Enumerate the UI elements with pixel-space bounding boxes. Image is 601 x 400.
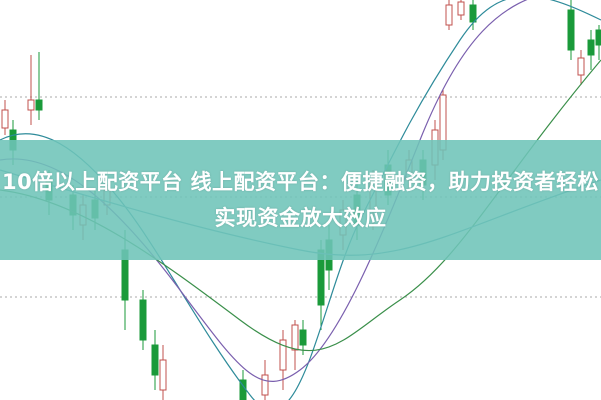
candle-body — [595, 29, 601, 46]
candle-body — [587, 39, 595, 56]
candle-body — [27, 99, 35, 111]
article-title: 10倍以上配资平台 线上配资平台：便捷融资，助力投资者轻松实现资金放大效应 — [1, 170, 600, 230]
candle-body — [457, 1, 465, 16]
candle-body — [261, 374, 269, 396]
candle-body — [151, 344, 159, 376]
candle-body — [445, 4, 453, 26]
candle-body — [299, 329, 307, 346]
candle-body — [279, 339, 287, 371]
candle-body — [469, 4, 477, 23]
candle-body — [139, 299, 147, 341]
title-banner — [0, 140, 601, 260]
candle-body — [577, 57, 585, 76]
candle-body — [159, 359, 167, 391]
candle-body — [567, 9, 575, 51]
candle-body — [291, 324, 299, 351]
candle-body — [1, 109, 9, 129]
candle-body — [35, 99, 43, 111]
